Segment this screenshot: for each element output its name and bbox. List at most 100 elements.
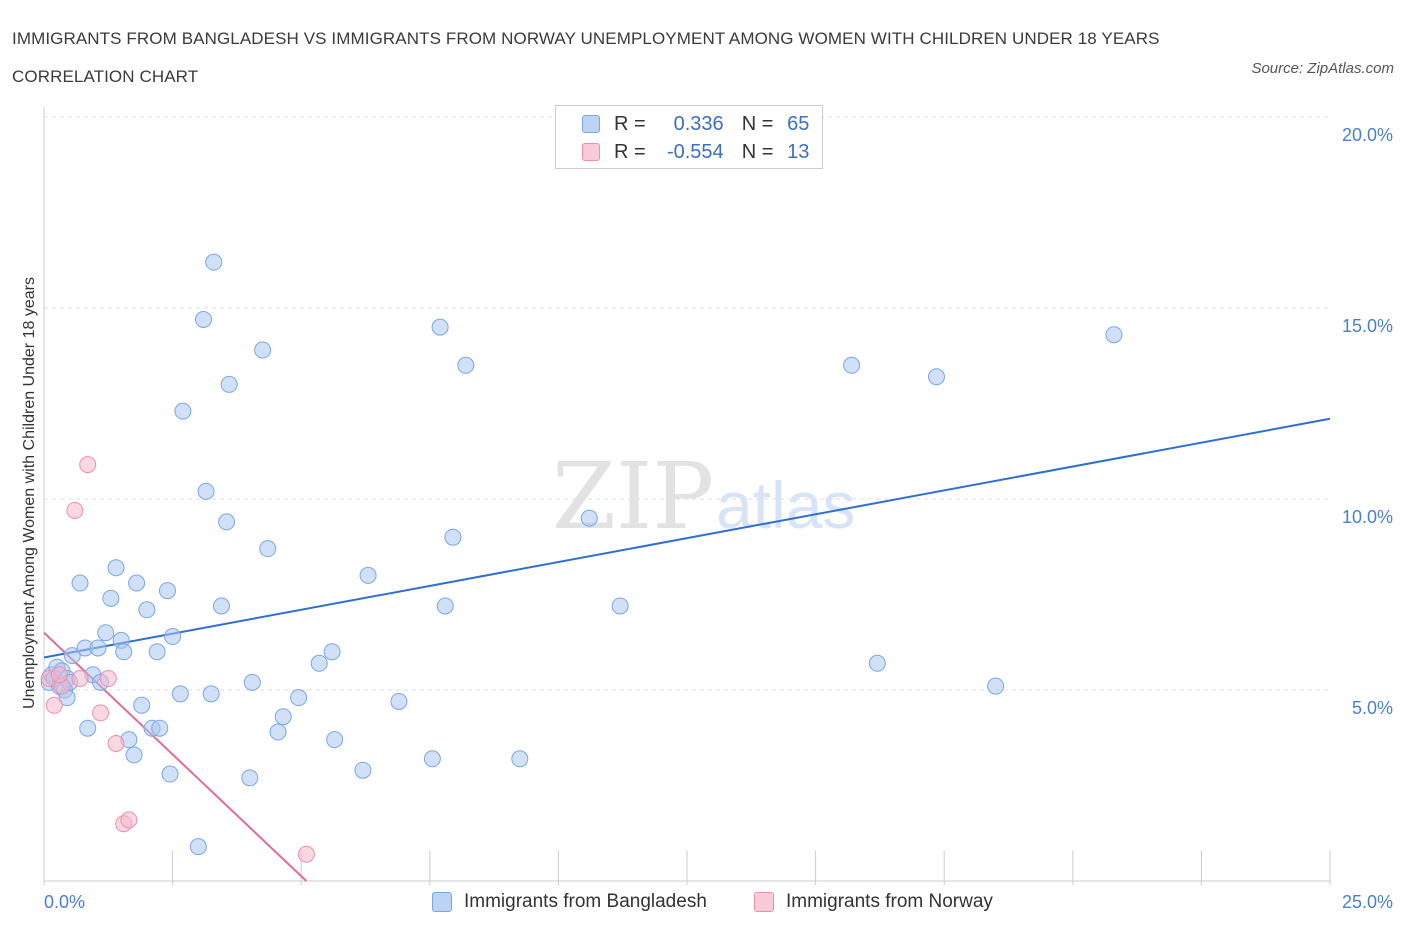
series-legend-bangladesh: Immigrants from Bangladesh: [432, 888, 707, 916]
point-bangladesh: [323, 643, 341, 661]
legend-r-value: 0.336: [673, 112, 724, 135]
point-bangladesh: [359, 566, 377, 584]
point-bangladesh: [158, 582, 176, 600]
y-tick-label: 5.0%: [1352, 698, 1393, 718]
stats-legend: R = 0.336 N = 65 R = -0.554 N = 13: [555, 105, 823, 169]
y-tick-label: 20.0%: [1342, 125, 1393, 145]
legend-r-value: -0.554: [666, 140, 724, 163]
point-bangladesh: [254, 341, 272, 359]
point-bangladesh: [151, 719, 169, 737]
point-bangladesh: [868, 654, 886, 672]
point-bangladesh: [194, 310, 212, 328]
point-bangladesh: [290, 689, 308, 707]
chart-title: IMMIGRANTS FROM BANGLADESH VS IMMIGRANTS…: [12, 29, 1160, 86]
point-bangladesh: [102, 589, 120, 607]
point-norway: [297, 845, 315, 863]
point-norway: [45, 696, 63, 714]
point-bangladesh: [243, 673, 261, 691]
point-bangladesh: [511, 750, 529, 768]
point-bangladesh: [274, 708, 292, 726]
legend-swatch-norway: [582, 143, 600, 161]
series-name-norway: Immigrants from Norway: [786, 891, 993, 912]
trend-line-norway: [43, 631, 308, 882]
point-bangladesh: [202, 685, 220, 703]
trend-line-bangladesh: [43, 417, 1331, 659]
point-bangladesh: [125, 746, 143, 764]
point-norway: [107, 734, 125, 752]
data-points: [40, 253, 1123, 863]
x-tick-label: 25.0%: [1342, 892, 1393, 912]
point-bangladesh: [927, 368, 945, 386]
point-bangladesh: [138, 601, 156, 619]
watermark: ZIP atlas: [552, 443, 855, 550]
point-norway: [99, 670, 117, 688]
point-bangladesh: [326, 731, 344, 749]
series-swatch-bangladesh: [432, 892, 452, 912]
series-swatch-norway: [754, 892, 774, 912]
point-norway: [92, 704, 110, 722]
point-bangladesh: [79, 719, 97, 737]
y-tick-label: 10.0%: [1342, 507, 1393, 527]
point-bangladesh: [580, 509, 598, 527]
legend-n-label: N =: [741, 140, 774, 163]
chart-source: Source: ZipAtlas.com: [1251, 60, 1394, 77]
legend-n-value: 13: [787, 140, 810, 163]
point-bangladesh: [174, 402, 192, 420]
point-bangladesh: [436, 597, 454, 615]
point-bangladesh: [71, 574, 89, 592]
point-bangladesh: [189, 838, 207, 856]
point-bangladesh: [269, 723, 287, 741]
legend-r-label: R =: [614, 112, 646, 135]
point-bangladesh: [148, 643, 166, 661]
point-bangladesh: [423, 750, 441, 768]
legend-r-label: R =: [614, 140, 646, 163]
series-legend-norway: Immigrants from Norway: [754, 888, 993, 916]
point-bangladesh: [354, 761, 372, 779]
legend-row-bangladesh: R = 0.336 N = 65: [582, 111, 809, 137]
point-bangladesh: [97, 624, 115, 642]
point-bangladesh: [212, 597, 230, 615]
legend-swatch-bangladesh: [582, 115, 600, 133]
point-norway: [66, 501, 84, 519]
point-norway: [71, 670, 89, 688]
x-tick-label: 0.0%: [44, 892, 85, 912]
point-bangladesh: [128, 574, 146, 592]
point-norway: [120, 811, 138, 829]
point-bangladesh: [220, 375, 238, 393]
watermark-zip: ZIP: [552, 443, 714, 550]
y-tick-label: 15.0%: [1342, 316, 1393, 336]
point-bangladesh: [89, 639, 107, 657]
point-bangladesh: [161, 765, 179, 783]
point-norway: [79, 456, 97, 474]
point-bangladesh: [107, 559, 125, 577]
legend-n-value: 65: [787, 112, 810, 135]
point-bangladesh: [444, 528, 462, 546]
axes: [43, 107, 1331, 885]
point-bangladesh: [241, 769, 259, 787]
point-bangladesh: [205, 253, 223, 271]
point-bangladesh: [259, 540, 277, 558]
grid-lines: [44, 116, 1330, 691]
point-bangladesh: [218, 513, 236, 531]
point-bangladesh: [133, 696, 151, 714]
point-bangladesh: [310, 654, 328, 672]
legend-n-label: N =: [741, 112, 774, 135]
point-bangladesh: [431, 318, 449, 336]
point-bangladesh: [611, 597, 629, 615]
legend-row-norway: R = -0.554 N = 13: [582, 139, 809, 165]
point-bangladesh: [987, 677, 1005, 695]
tick-labels: 5.0% 10.0% 15.0% 20.0% 0.0% 25.0%: [44, 125, 1393, 912]
point-norway: [50, 666, 68, 684]
watermark-atlas: atlas: [716, 468, 855, 542]
point-bangladesh: [457, 356, 475, 374]
point-bangladesh: [63, 647, 81, 665]
point-bangladesh: [115, 643, 133, 661]
point-bangladesh: [197, 482, 215, 500]
point-bangladesh: [164, 628, 182, 646]
point-bangladesh: [390, 692, 408, 710]
point-bangladesh: [843, 356, 861, 374]
y-axis-label: Unemployment Among Women with Children U…: [21, 277, 38, 709]
point-bangladesh: [171, 685, 189, 703]
series-name-bangladesh: Immigrants from Bangladesh: [464, 891, 707, 912]
